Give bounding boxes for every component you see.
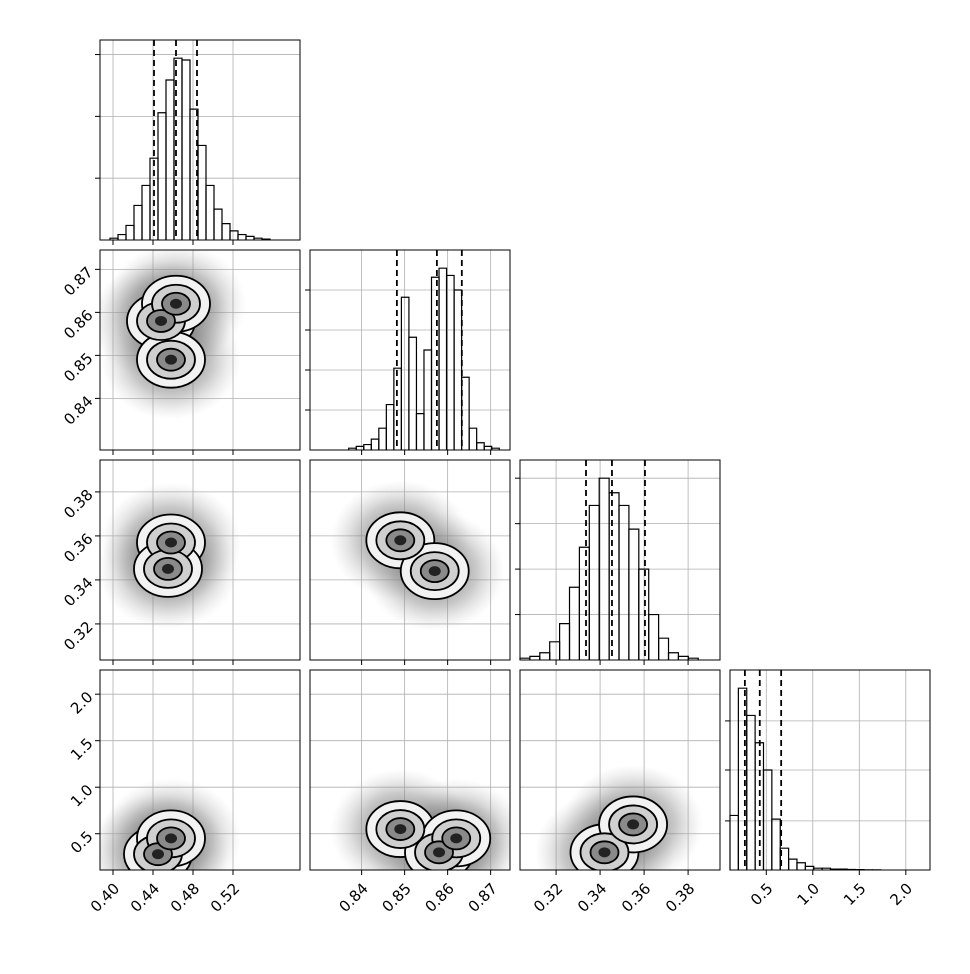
histogram-bar — [230, 231, 238, 240]
contour — [429, 566, 441, 576]
contour — [394, 535, 406, 545]
x-tick-label: 0.52 — [207, 880, 243, 916]
x-tick-label: 1.0 — [793, 880, 823, 910]
histogram-bar — [659, 638, 669, 660]
histogram-bar — [772, 819, 780, 870]
x-tick-label: 0.87 — [465, 880, 501, 916]
histogram-bar — [206, 185, 214, 240]
histogram-bar — [797, 863, 805, 870]
panel-frame — [310, 250, 510, 450]
x-tick-label: 0.32 — [530, 880, 566, 916]
histogram-bar — [356, 446, 364, 450]
contour — [170, 299, 182, 309]
histogram-bar — [589, 505, 599, 660]
y-tick-label: 0.34 — [60, 574, 96, 610]
histogram-bar — [609, 493, 619, 660]
y-tick-label: 0.84 — [60, 392, 96, 428]
x-tick-label: 0.5 — [747, 880, 777, 910]
contour — [165, 538, 177, 548]
x-tick-label: 0.36 — [618, 880, 654, 916]
x-tick-label: 2.0 — [886, 880, 916, 910]
histogram-bar — [142, 185, 150, 240]
histogram-bar — [246, 236, 254, 240]
y-tick-label: 2.0 — [67, 688, 97, 718]
contour — [450, 833, 462, 843]
histogram-bar — [214, 209, 222, 240]
y-tick-label: 0.86 — [60, 306, 96, 342]
histogram-bar — [166, 80, 174, 240]
x-tick-label: 0.38 — [662, 880, 698, 916]
histogram-bar — [432, 277, 440, 450]
x-tick-label: 0.34 — [574, 880, 610, 916]
histogram-bar — [747, 715, 755, 870]
panel-frame — [520, 460, 720, 660]
x-tick-label: 0.84 — [336, 880, 372, 916]
histogram-bar — [619, 505, 629, 660]
histogram-bar — [198, 145, 206, 240]
contour — [155, 316, 167, 326]
histogram-bar — [401, 297, 409, 450]
y-tick-label: 0.32 — [60, 618, 96, 654]
histogram-bar — [629, 529, 639, 660]
y-tick-label: 0.85 — [60, 349, 96, 385]
histogram-bar — [540, 653, 550, 660]
histogram-bar — [579, 547, 589, 660]
contour — [165, 833, 177, 843]
histogram-bar — [570, 587, 580, 660]
density-panel — [98, 483, 241, 629]
contour — [394, 824, 406, 834]
histogram-bar — [158, 113, 166, 240]
contour — [627, 819, 639, 829]
contour — [598, 847, 610, 857]
histogram-bar — [134, 205, 142, 240]
histogram-bar — [386, 405, 394, 450]
histogram-bar — [560, 624, 570, 660]
y-tick-label: 1.0 — [67, 781, 97, 811]
histogram-bar — [462, 377, 470, 450]
contour — [152, 849, 164, 859]
histogram-bar — [182, 60, 190, 240]
histogram-bar — [789, 859, 797, 870]
histogram-bar — [763, 770, 771, 870]
histogram-bar — [477, 443, 485, 450]
y-tick-label: 0.36 — [60, 530, 96, 566]
histogram-bar — [678, 656, 688, 660]
x-tick-label: 0.85 — [379, 880, 415, 916]
histogram-bar — [371, 439, 379, 450]
x-tick-label: 1.5 — [840, 880, 870, 910]
histogram-bar — [469, 428, 477, 450]
histogram-bar — [669, 653, 679, 660]
x-tick-label: 0.86 — [422, 880, 458, 916]
histogram-bar — [649, 615, 659, 660]
histogram-bar — [730, 815, 738, 870]
histogram-bar — [238, 235, 246, 240]
histogram-bar — [550, 642, 560, 660]
histogram-bar — [416, 414, 424, 450]
histogram-bar — [530, 656, 540, 660]
x-tick-label: 0.40 — [87, 880, 123, 916]
histogram-bar — [439, 268, 447, 450]
histogram-bar — [118, 235, 126, 240]
panel-frame — [100, 40, 300, 240]
x-tick-label: 0.44 — [127, 880, 163, 916]
histogram-bar — [409, 337, 417, 450]
histogram-bar — [379, 428, 387, 450]
density-panel — [91, 244, 246, 420]
histogram-bar — [222, 224, 230, 240]
histogram-bar — [126, 225, 134, 240]
y-tick-label: 0.38 — [60, 486, 96, 522]
contour — [165, 355, 177, 365]
histogram-bar — [424, 350, 432, 450]
contour — [162, 564, 174, 574]
y-tick-label: 0.5 — [67, 828, 97, 858]
y-tick-label: 1.5 — [67, 735, 97, 765]
density-panel — [330, 480, 504, 631]
histogram-bar — [364, 445, 372, 450]
x-tick-label: 0.48 — [167, 880, 203, 916]
y-tick-label: 0.87 — [60, 263, 96, 299]
contour — [433, 847, 445, 857]
